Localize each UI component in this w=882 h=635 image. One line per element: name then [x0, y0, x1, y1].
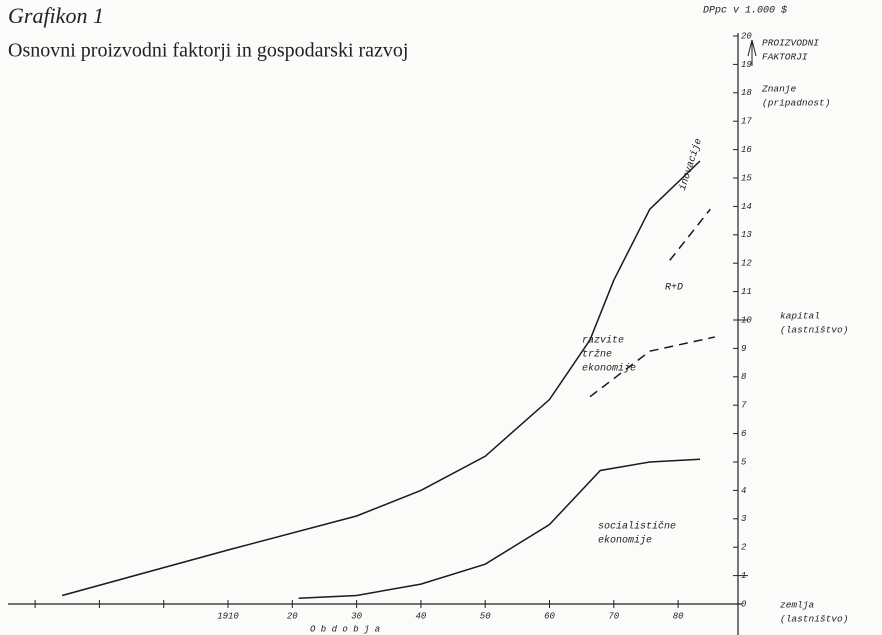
x-tick-label: 80 — [673, 611, 684, 621]
factor-label: FAKTORJI — [762, 52, 808, 63]
annotation: razvite — [582, 335, 624, 347]
y-tick-label: 3 — [741, 514, 747, 524]
y-tick-label: 7 — [741, 401, 747, 411]
line — [61, 160, 701, 597]
factor-label: (lastništvo) — [780, 325, 848, 336]
line — [298, 458, 701, 600]
factor-label: PROIZVODNI — [762, 38, 819, 49]
factor-label: Znanje — [761, 84, 797, 95]
annotation: R+D — [665, 283, 683, 294]
chart-subtitle: Osnovni proizvodni faktorji in gospodars… — [8, 40, 409, 62]
factor-label: (lastništvo) — [780, 614, 848, 625]
x-tick-label: 20 — [287, 611, 298, 621]
y-tick-label: 9 — [741, 344, 747, 354]
chart-title: Grafikon 1 — [8, 3, 104, 28]
x-tick-label: 40 — [416, 611, 427, 621]
y-tick-label: 12 — [741, 259, 752, 269]
line — [589, 336, 715, 398]
annotation: tržne — [582, 349, 612, 361]
x-axis-label: O b d o b j a — [310, 624, 380, 634]
y-tick-label: 20 — [741, 31, 752, 41]
factor-label: (pripadnost) — [762, 98, 830, 109]
x-tick-label: 70 — [608, 611, 619, 621]
y-tick-label: 14 — [741, 202, 752, 212]
y-tick-label: 18 — [741, 88, 752, 98]
y-tick-label: 4 — [741, 486, 746, 496]
annotation: inovacije — [677, 137, 705, 192]
y-axis-label: DPpc v 1.000 $ — [703, 5, 787, 17]
y-tick-label: 6 — [741, 429, 747, 439]
y-tick-label: 2 — [741, 543, 747, 553]
y-tick-label: 15 — [741, 173, 752, 183]
y-tick-label: 13 — [741, 230, 752, 240]
y-tick-label: 0 — [741, 599, 747, 609]
y-tick-label: 8 — [741, 372, 747, 382]
annotation: ekonomije — [598, 535, 652, 547]
factor-label: zemlja — [780, 600, 814, 611]
annotation: socialistične — [598, 521, 676, 533]
x-tick-label: 60 — [544, 611, 555, 621]
y-tick-label: 19 — [741, 60, 752, 70]
factor-label: kapital — [780, 311, 820, 322]
x-tick-label: 30 — [351, 611, 362, 621]
y-tick-label: 11 — [741, 287, 752, 297]
x-tick-label: 50 — [480, 611, 491, 621]
annotation: ekonomije — [582, 363, 636, 375]
x-tick-label: 1910 — [217, 611, 239, 621]
y-tick-label: 5 — [741, 457, 747, 467]
y-tick-label: 16 — [741, 145, 752, 155]
y-tick-label: 17 — [741, 117, 752, 127]
line — [669, 208, 711, 261]
